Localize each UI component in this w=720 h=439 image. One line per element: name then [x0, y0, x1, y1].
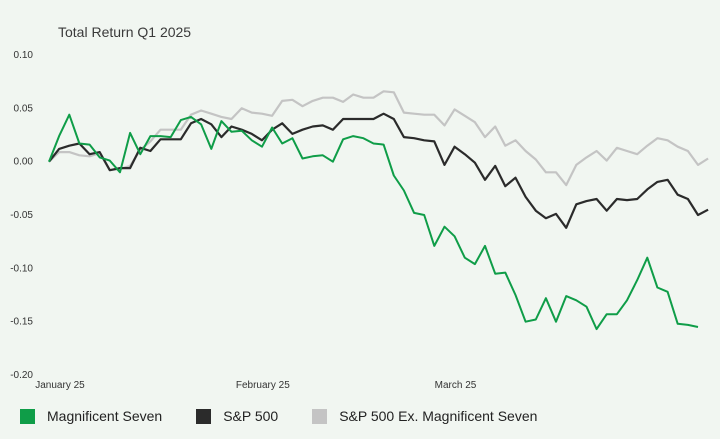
legend: Magnificent Seven S&P 500 S&P 500 Ex. Ma…	[20, 408, 571, 424]
x-tick-label: March 25	[435, 380, 477, 391]
y-tick-label: -0.20	[10, 370, 33, 381]
x-axis: January 25 February 25 March 25	[35, 380, 477, 391]
series-line-sp500-ex-mag7	[48, 90, 709, 187]
series-lines	[48, 90, 709, 331]
y-tick-label: -0.10	[10, 263, 33, 274]
y-tick-label: 0.00	[14, 157, 34, 168]
x-tick-label: January 25	[35, 380, 85, 391]
legend-label-magnificent-seven: Magnificent Seven	[47, 408, 163, 424]
y-axis: 0.10 0.05 0.00 -0.05 -0.10 -0.15 -0.20	[10, 50, 33, 381]
series-line-magnificent-seven	[48, 113, 699, 331]
line-chart: Total Return Q1 2025 0.10 0.05 0.00 -0.05 -0…	[10, 24, 709, 391]
y-tick-label: -0.15	[10, 317, 33, 328]
legend-item-sp500: S&P 500	[196, 408, 278, 424]
y-tick-label: 0.05	[14, 103, 34, 114]
chart-title: Total Return Q1 2025	[58, 24, 191, 40]
legend-label-sp500-ex-mag7: S&P 500 Ex. Magnificent Seven	[339, 408, 538, 424]
legend-swatch-magnificent-seven	[20, 408, 35, 424]
legend-swatch-sp500	[196, 408, 212, 424]
legend-label-sp500: S&P 500	[223, 408, 279, 424]
y-tick-label: 0.10	[14, 50, 34, 61]
legend-item-magnificent-seven: Magnificent Seven	[20, 408, 162, 424]
legend-swatch-sp500-ex-mag7	[312, 408, 328, 424]
y-tick-label: -0.05	[10, 210, 33, 221]
series-line-sp500	[48, 112, 709, 229]
x-tick-label: February 25	[236, 380, 290, 391]
legend-item-sp500-ex-mag7: S&P 500 Ex. Magnificent Seven	[312, 408, 537, 424]
